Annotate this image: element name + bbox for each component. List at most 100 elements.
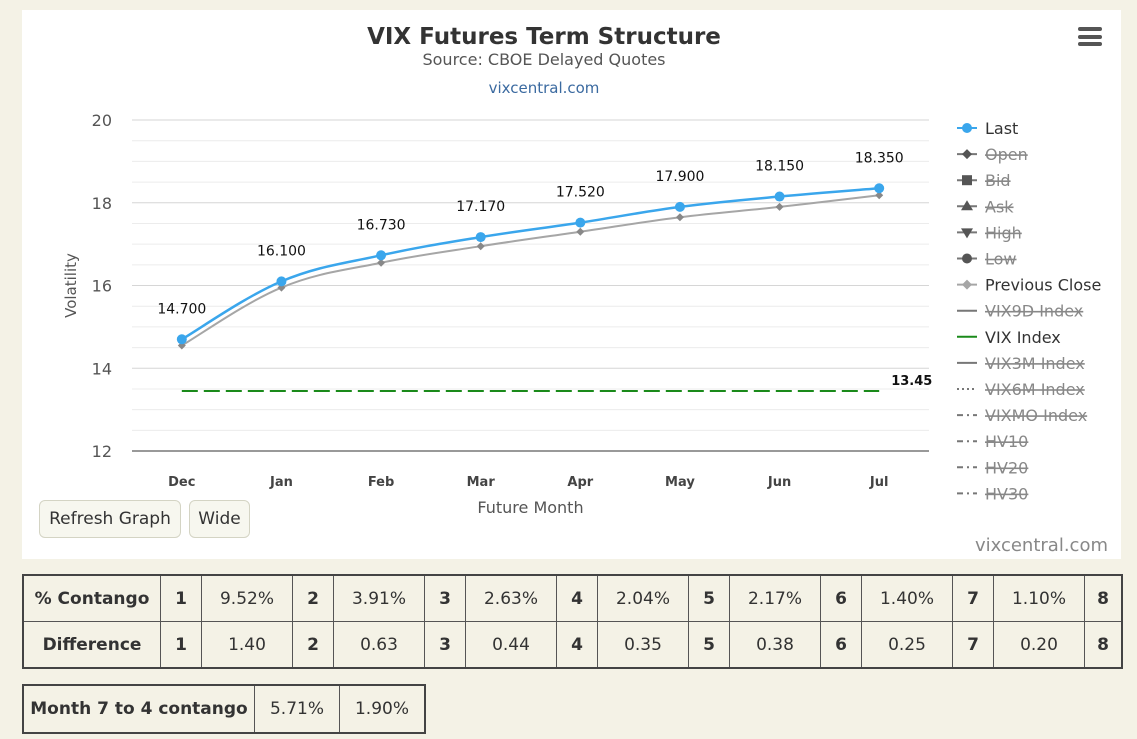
month-number-cell: 6 [820, 621, 862, 669]
x-tick-label: May [665, 475, 695, 490]
legend-item[interactable]: VIXMO Index [957, 406, 1087, 425]
table-row: % Contango 1 9.52% 2 3.91% 3 2.63% 4 2.04% 5 2.17%… [22, 574, 1123, 622]
legend-item[interactable]: VIX Index [957, 328, 1061, 347]
legend-item[interactable]: Last [957, 119, 1018, 138]
previous-close-point [775, 202, 784, 211]
previous-close-point [675, 213, 684, 222]
x-tick-label: Mar [467, 475, 496, 490]
month-number-cell: 8 [1084, 621, 1123, 669]
last-point [376, 250, 387, 261]
month-number-cell: 7 [952, 621, 994, 669]
chart-card: VIX Futures Term Structure Source: CBOE D… [22, 10, 1121, 559]
previous-close-point [476, 242, 485, 251]
previous-close-point [377, 258, 386, 267]
legend-item[interactable]: Previous Close [957, 276, 1101, 295]
month-number-cell: 5 [688, 621, 730, 669]
table-cell: 0.20 [993, 621, 1085, 669]
refresh-graph-button[interactable]: Refresh Graph [39, 500, 181, 538]
table-cell: 1.40% [861, 574, 953, 622]
chart-credit[interactable]: vixcentral.com [974, 535, 1108, 556]
chart-link[interactable]: vixcentral.com [489, 79, 600, 97]
legend-label: VIX3M Index [985, 354, 1085, 373]
legend-marker-icon [961, 228, 973, 239]
legend-label: High [985, 223, 1022, 242]
x-tick-label: Jan [269, 475, 293, 490]
chart-subtitle: Source: CBOE Delayed Quotes [422, 50, 665, 69]
y-tick-label: 20 [92, 111, 112, 130]
legend-label: Previous Close [985, 276, 1101, 295]
y-tick-label: 14 [92, 359, 112, 378]
legend-label: HV20 [985, 458, 1028, 477]
legend-marker-icon [962, 253, 972, 264]
legend-label: Ask [985, 197, 1014, 216]
last-point [176, 334, 187, 345]
last-data-label: 18.150 [755, 159, 804, 175]
month-number-cell: 3 [424, 621, 466, 669]
previous-close-point [576, 227, 585, 236]
x-tick-label: Jul [869, 475, 889, 490]
table-cell: 0.38 [729, 621, 821, 669]
y-tick-label: 16 [92, 277, 112, 296]
month-number-cell: 4 [556, 621, 598, 669]
menu-icon[interactable] [1078, 27, 1102, 46]
last-line [181, 187, 880, 341]
legend-item[interactable]: HV30 [957, 484, 1028, 503]
month-number-cell: 3 [424, 574, 466, 622]
legend-item[interactable]: High [957, 223, 1022, 242]
month-number-cell: 8 [1084, 574, 1123, 622]
legend-item[interactable]: VIX9D Index [957, 302, 1083, 321]
month-number-cell: 1 [160, 621, 202, 669]
last-point [674, 201, 685, 212]
last-data-label: 17.900 [655, 169, 704, 185]
legend-item[interactable]: Bid [957, 171, 1011, 190]
last-point [575, 217, 586, 228]
table-cell: 0.63 [333, 621, 425, 669]
legend-label: Open [985, 145, 1028, 164]
legend-item[interactable]: Ask [957, 197, 1014, 216]
last-data-label: 16.730 [357, 217, 406, 233]
month-number-cell: 2 [292, 574, 334, 622]
x-tick-label: Jun [767, 475, 791, 490]
table-cell: 1.90% [339, 684, 426, 734]
legend-marker-icon [962, 123, 972, 133]
legend-item[interactable]: HV20 [957, 458, 1028, 477]
legend-label: VIXMO Index [985, 406, 1087, 425]
last-point [475, 232, 486, 243]
legend-marker-icon [962, 279, 972, 290]
previous-close-point [875, 191, 884, 200]
last-data-label: 18.350 [855, 150, 904, 166]
y-tick-label: 12 [92, 442, 112, 461]
legend-label: VIX9D Index [985, 302, 1083, 321]
last-point [276, 276, 287, 287]
legend-item[interactable]: Open [957, 145, 1028, 164]
month-number-cell: 6 [820, 574, 862, 622]
table-cell: 5.71% [254, 684, 340, 734]
legend-item[interactable]: HV10 [957, 432, 1028, 451]
table-cell: 2.04% [597, 574, 689, 622]
x-tick-label: Feb [368, 475, 394, 490]
last-point [874, 183, 885, 194]
month-7-to-4-table: Month 7 to 4 contango 5.71% 1.90% [22, 684, 426, 734]
x-axis-label: Future Month [477, 498, 583, 517]
x-tick-label: Apr [567, 475, 593, 490]
wide-button[interactable]: Wide [189, 500, 250, 538]
month-number-cell: 5 [688, 574, 730, 622]
legend-item[interactable]: Low [957, 250, 1017, 269]
legend-item[interactable]: VIX3M Index [957, 354, 1085, 373]
table-cell: 2.63% [465, 574, 557, 622]
legend-item[interactable]: VIX6M Index [957, 380, 1085, 399]
legend-label: Last [985, 119, 1018, 138]
table-cell: 1.10% [993, 574, 1085, 622]
legend-label: HV10 [985, 432, 1028, 451]
table-cell: 1.40 [201, 621, 293, 669]
month-number-cell: 7 [952, 574, 994, 622]
table-cell: 0.25 [861, 621, 953, 669]
contango-table: % Contango 1 9.52% 2 3.91% 3 2.63% 4 2.04% 5 2.17%… [22, 574, 1123, 669]
table-cell: 9.52% [201, 574, 293, 622]
legend-label: VIX Index [985, 328, 1061, 347]
legend-marker-icon [962, 175, 972, 186]
x-tick-label: Dec [168, 475, 195, 490]
last-data-label: 17.520 [556, 185, 605, 201]
row-header: Month 7 to 4 contango [22, 684, 255, 734]
